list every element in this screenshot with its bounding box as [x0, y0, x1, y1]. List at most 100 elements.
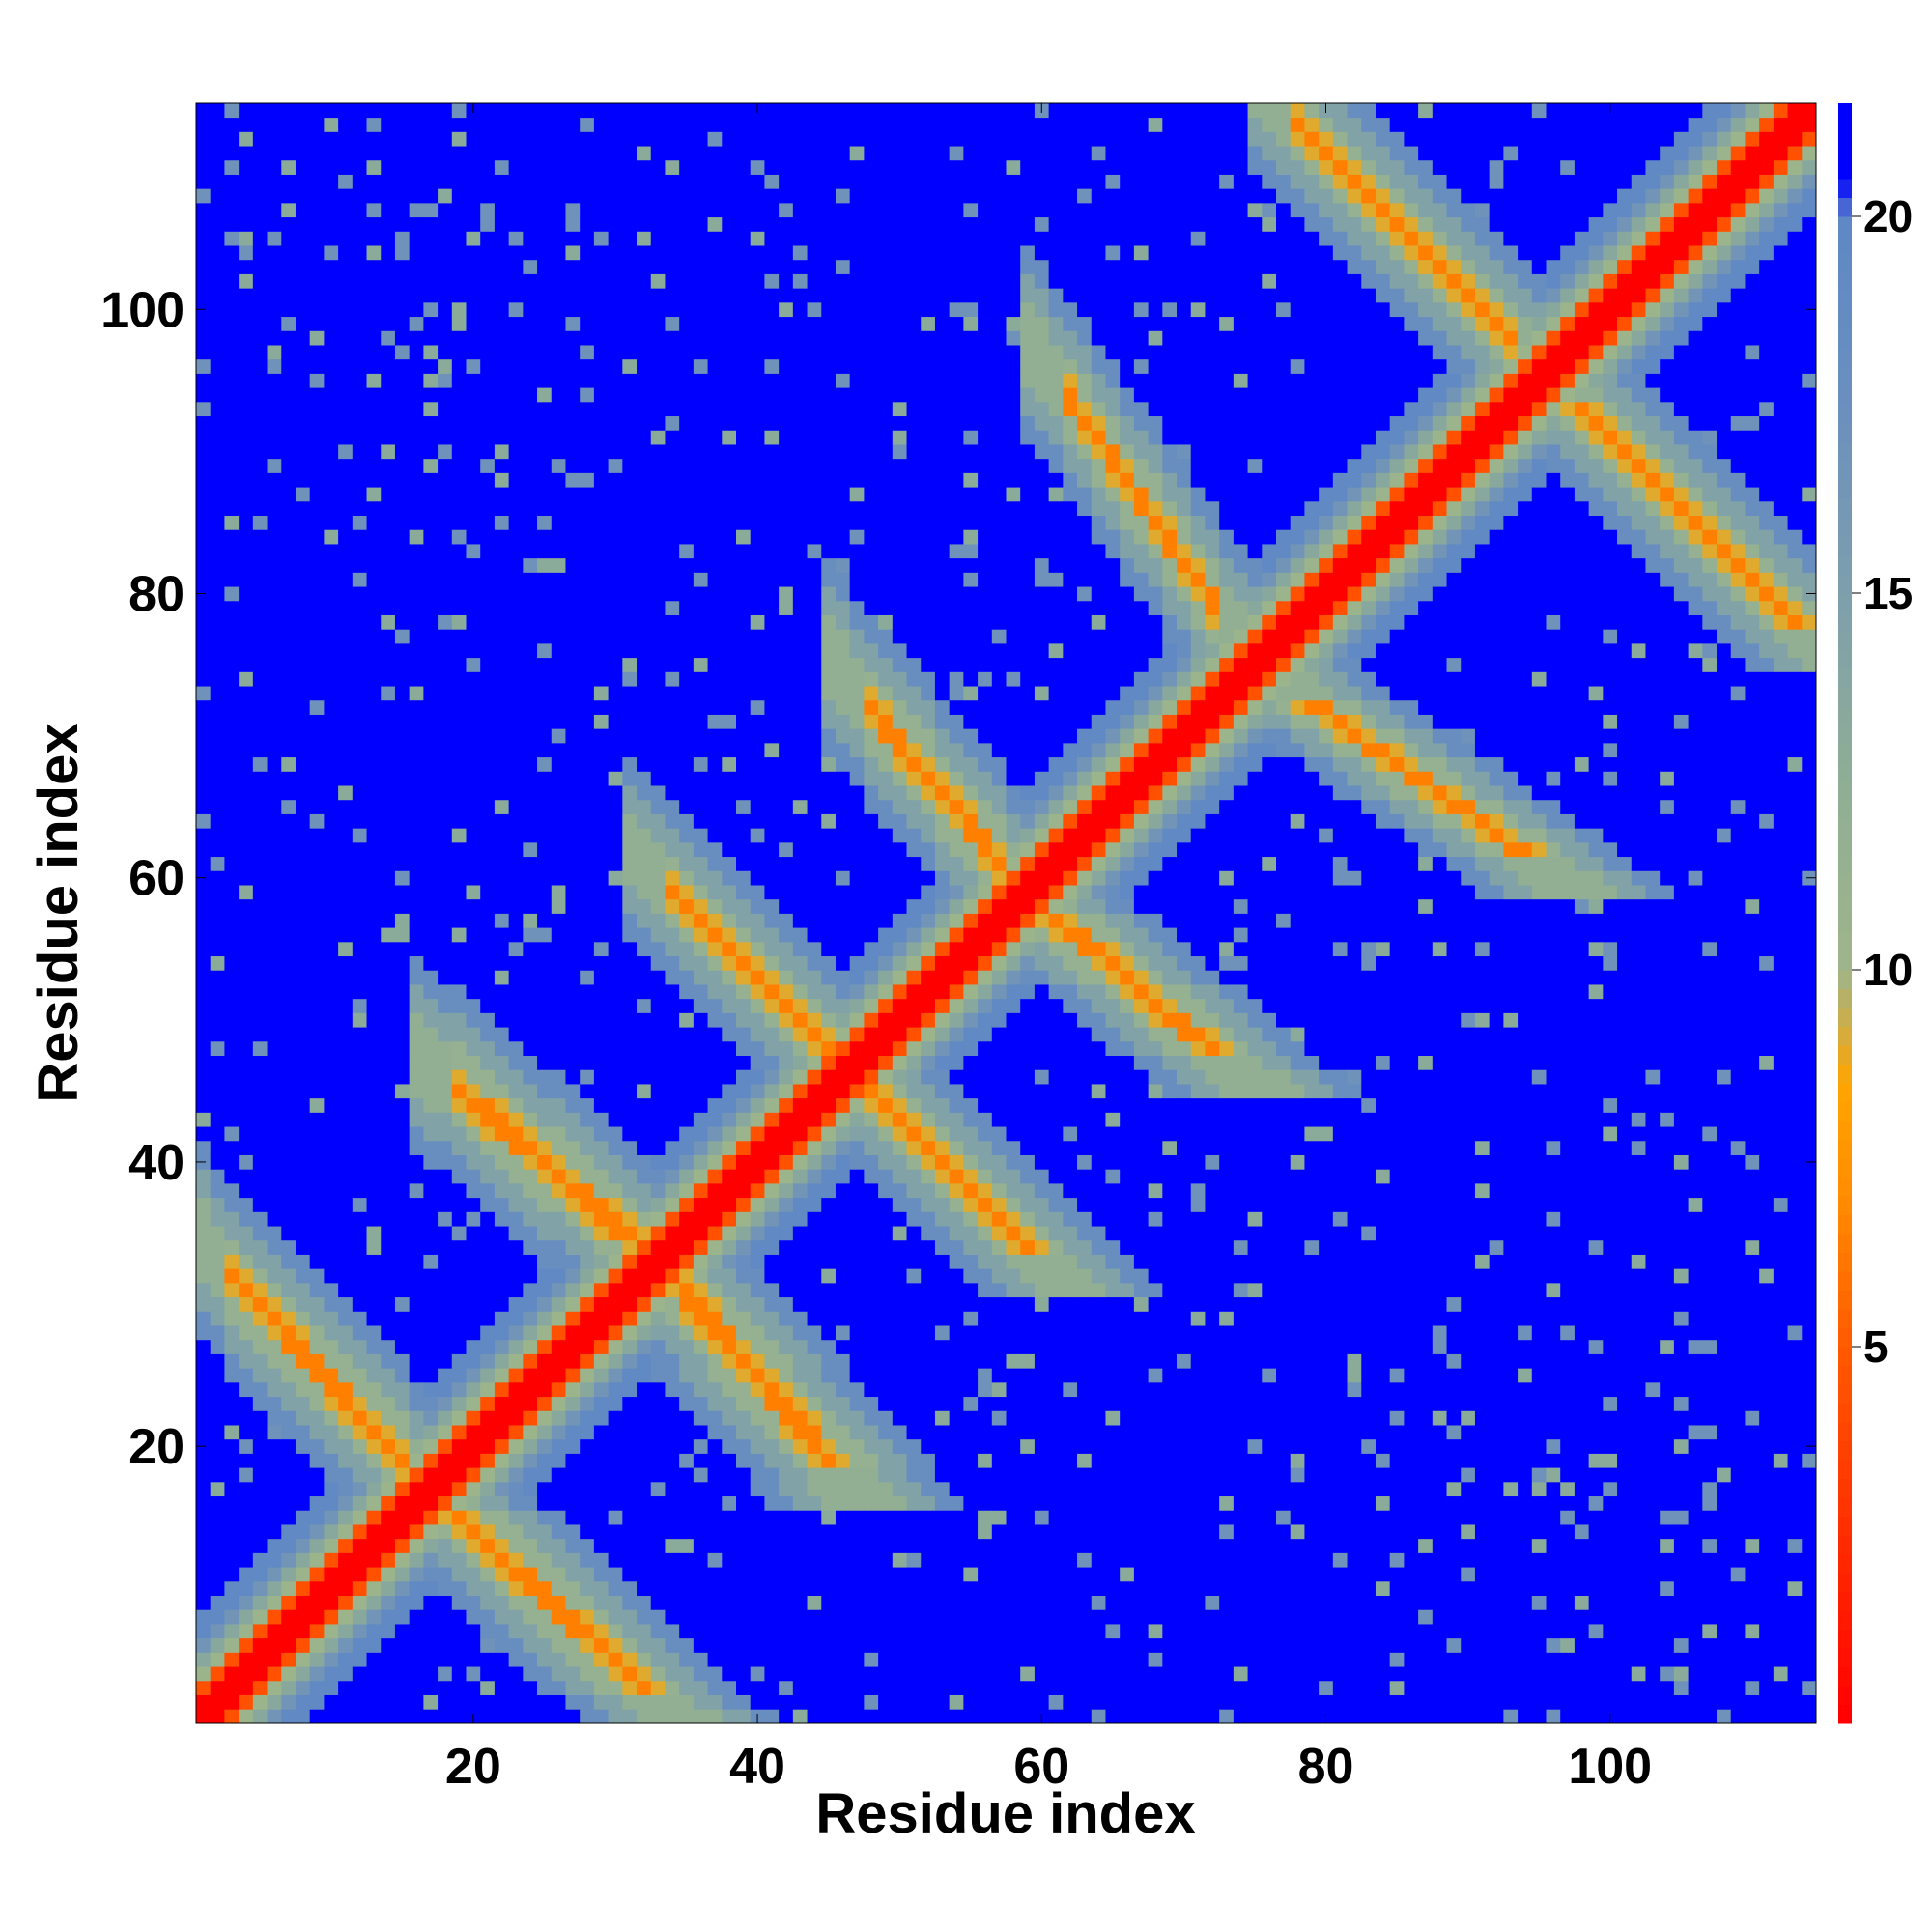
heatmap-cell: [252, 458, 268, 473]
heatmap-cell: [508, 515, 524, 530]
heatmap-cell: [508, 1368, 524, 1383]
heatmap-cell: [637, 515, 652, 530]
heatmap-cell: [565, 103, 581, 119]
heatmap-cell: [707, 714, 723, 729]
heatmap-cell: [252, 1239, 268, 1255]
heatmap-cell: [580, 1652, 595, 1667]
heatmap-cell: [580, 1580, 595, 1596]
heatmap-cell: [352, 1438, 367, 1454]
heatmap-cell: [451, 1027, 467, 1042]
heatmap-cell: [394, 345, 411, 360]
heatmap-cell: [593, 1183, 609, 1199]
heatmap-cell: [366, 643, 382, 659]
heatmap-cell: [423, 1666, 439, 1682]
heatmap-cell: [650, 1268, 666, 1284]
heatmap-cell: [764, 231, 780, 246]
heatmap-cell: [764, 216, 780, 232]
heatmap-cell: [324, 572, 339, 587]
heatmap-cell: [750, 1154, 765, 1170]
heatmap-cell: [480, 401, 496, 417]
heatmap-cell: [423, 657, 439, 672]
heatmap-cell: [466, 330, 481, 346]
heatmap-cell: [679, 273, 695, 289]
heatmap-cell: [565, 828, 581, 843]
heatmap-cell: [224, 544, 240, 559]
heatmap-cell: [508, 885, 524, 900]
heatmap-cell: [665, 1709, 680, 1724]
heatmap-cell: [366, 345, 382, 360]
heatmap-cell: [423, 330, 439, 346]
heatmap-cell: [722, 1197, 737, 1212]
heatmap-cell: [309, 1552, 325, 1568]
heatmap-cell: [196, 572, 212, 587]
heatmap-cell: [324, 1140, 339, 1155]
heatmap-cell: [494, 1226, 510, 1241]
heatmap-cell: [508, 1680, 524, 1695]
heatmap-cell: [394, 401, 411, 417]
heatmap-cell: [736, 1467, 752, 1483]
heatmap-cell: [537, 1112, 553, 1127]
heatmap-cell: [466, 1510, 481, 1525]
heatmap-cell: [637, 216, 652, 232]
heatmap-cell: [480, 316, 496, 331]
heatmap-cell: [267, 202, 282, 218]
heatmap-cell: [551, 1381, 566, 1398]
heatmap-cell: [779, 841, 794, 858]
heatmap-cell: [679, 1368, 695, 1383]
heatmap-cell: [224, 898, 240, 914]
heatmap-cell: [807, 756, 822, 772]
heatmap-cell: [650, 301, 666, 318]
heatmap-cell: [267, 301, 282, 318]
heatmap-cell: [565, 841, 581, 858]
heatmap-cell: [423, 742, 439, 758]
heatmap-cell: [438, 1268, 453, 1284]
heatmap-cell: [637, 1524, 652, 1540]
heatmap-cell: [338, 430, 354, 445]
heatmap-cell: [722, 430, 737, 445]
heatmap-cell: [637, 1495, 652, 1511]
heatmap-cell: [736, 159, 752, 175]
heatmap-cell: [438, 600, 453, 615]
heatmap-cell: [537, 159, 553, 175]
heatmap-cell: [366, 913, 382, 928]
heatmap-cell: [480, 301, 496, 318]
heatmap-cell: [366, 1453, 382, 1468]
heatmap-cell: [252, 1580, 268, 1596]
heatmap-cell: [508, 856, 524, 871]
heatmap-cell: [750, 273, 765, 289]
heatmap-cell: [409, 699, 424, 715]
heatmap-cell: [381, 1580, 396, 1596]
heatmap-cell: [252, 131, 268, 147]
heatmap-cell: [580, 1112, 595, 1127]
heatmap-cell: [779, 742, 794, 758]
heatmap-cell: [665, 1311, 680, 1326]
heatmap-cell: [394, 785, 411, 801]
heatmap-cell: [309, 288, 325, 303]
heatmap-cell: [480, 714, 496, 729]
heatmap-cell: [565, 487, 581, 502]
heatmap-cell: [650, 1339, 666, 1354]
heatmap-cell: [423, 316, 439, 331]
heatmap-cell: [295, 245, 311, 261]
heatmap-cell: [637, 629, 652, 644]
heatmap-cell: [324, 1580, 339, 1596]
heatmap-cell: [451, 159, 467, 175]
heatmap-cell: [366, 1368, 382, 1383]
heatmap-cell: [366, 387, 382, 403]
heatmap-cell: [779, 1084, 794, 1099]
heatmap-cell: [309, 401, 325, 417]
heatmap-cell: [210, 1211, 225, 1227]
heatmap-cell: [451, 515, 467, 530]
heatmap-cell: [551, 913, 566, 928]
heatmap-cell: [324, 1609, 339, 1625]
heatmap-cell: [565, 771, 581, 786]
heatmap-cell: [466, 756, 481, 772]
heatmap-cell: [381, 572, 396, 587]
heatmap-cell: [338, 544, 354, 559]
heatmap-cell: [438, 629, 453, 644]
heatmap-cell: [423, 1438, 439, 1454]
heatmap-cell: [693, 500, 708, 516]
heatmap-cell: [551, 1624, 566, 1639]
heatmap-cell: [451, 1197, 467, 1212]
heatmap-cell: [451, 870, 467, 886]
